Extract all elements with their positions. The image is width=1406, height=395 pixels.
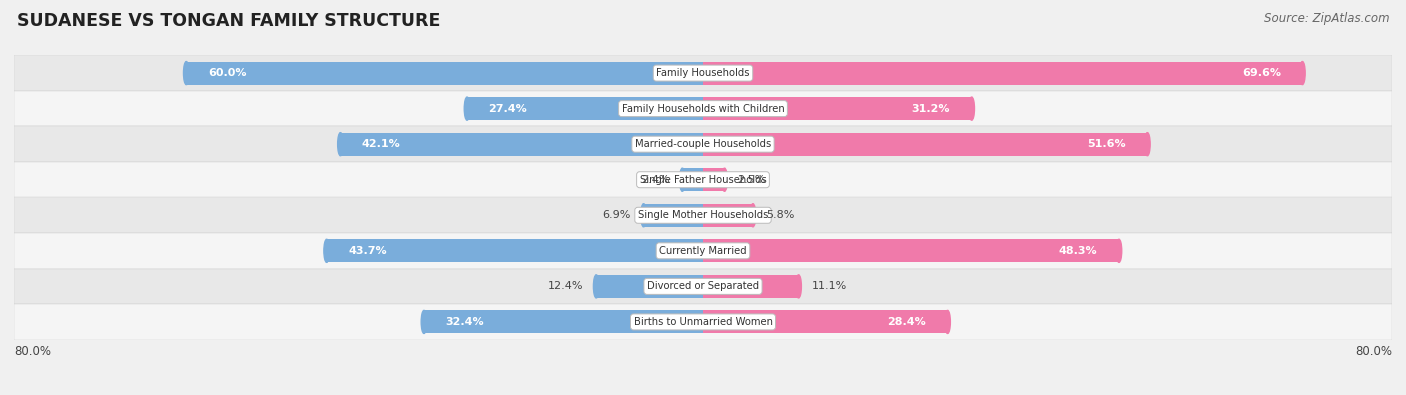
Circle shape <box>945 310 950 333</box>
Circle shape <box>464 97 470 120</box>
Text: 2.4%: 2.4% <box>641 175 669 185</box>
Bar <box>14 162 1392 198</box>
Bar <box>596 275 703 298</box>
Text: 48.3%: 48.3% <box>1059 246 1098 256</box>
Circle shape <box>796 275 801 298</box>
Text: Family Households with Children: Family Households with Children <box>621 103 785 114</box>
Circle shape <box>323 239 329 262</box>
Bar <box>644 204 703 227</box>
Text: 31.2%: 31.2% <box>911 103 950 114</box>
Bar <box>703 204 754 227</box>
Text: SUDANESE VS TONGAN FAMILY STRUCTURE: SUDANESE VS TONGAN FAMILY STRUCTURE <box>17 12 440 30</box>
Bar <box>425 310 703 333</box>
Bar <box>14 126 1392 162</box>
Circle shape <box>337 133 343 156</box>
Text: 80.0%: 80.0% <box>1355 345 1392 358</box>
Circle shape <box>1116 239 1122 262</box>
Text: 69.6%: 69.6% <box>1241 68 1281 78</box>
Text: Divorced or Separated: Divorced or Separated <box>647 281 759 292</box>
Text: Currently Married: Currently Married <box>659 246 747 256</box>
Text: Single Mother Households: Single Mother Households <box>638 210 768 220</box>
Bar <box>14 55 1392 91</box>
Text: 12.4%: 12.4% <box>548 281 583 292</box>
Circle shape <box>679 168 685 191</box>
Bar <box>186 62 703 85</box>
Bar <box>14 233 1392 269</box>
Text: 27.4%: 27.4% <box>488 103 527 114</box>
Bar <box>703 168 724 191</box>
Text: 11.1%: 11.1% <box>811 281 846 292</box>
Text: Source: ZipAtlas.com: Source: ZipAtlas.com <box>1264 12 1389 25</box>
Bar <box>703 97 972 120</box>
Circle shape <box>1144 133 1150 156</box>
Bar <box>14 198 1392 233</box>
Text: 28.4%: 28.4% <box>887 317 927 327</box>
Text: 5.8%: 5.8% <box>766 210 794 220</box>
Bar <box>703 310 948 333</box>
Bar <box>14 269 1392 304</box>
Text: Married-couple Households: Married-couple Households <box>636 139 770 149</box>
Circle shape <box>751 204 756 227</box>
Text: 43.7%: 43.7% <box>349 246 387 256</box>
Bar <box>703 62 1302 85</box>
Text: 80.0%: 80.0% <box>14 345 51 358</box>
Bar <box>703 275 799 298</box>
Circle shape <box>422 310 427 333</box>
Bar <box>340 133 703 156</box>
Text: 32.4%: 32.4% <box>446 317 484 327</box>
Bar <box>14 91 1392 126</box>
Circle shape <box>721 168 727 191</box>
Text: Family Households: Family Households <box>657 68 749 78</box>
Circle shape <box>969 97 974 120</box>
Bar <box>703 239 1119 262</box>
Bar <box>467 97 703 120</box>
Bar <box>14 304 1392 340</box>
Text: Births to Unmarried Women: Births to Unmarried Women <box>634 317 772 327</box>
Bar <box>682 168 703 191</box>
Text: 51.6%: 51.6% <box>1087 139 1126 149</box>
Circle shape <box>641 204 647 227</box>
Text: 2.5%: 2.5% <box>738 175 766 185</box>
Bar <box>703 133 1147 156</box>
Circle shape <box>1299 62 1305 85</box>
Text: 60.0%: 60.0% <box>208 68 246 78</box>
Text: 6.9%: 6.9% <box>602 210 631 220</box>
Text: 42.1%: 42.1% <box>361 139 401 149</box>
Bar <box>326 239 703 262</box>
Circle shape <box>184 62 188 85</box>
Circle shape <box>593 275 599 298</box>
Text: Single Father Households: Single Father Households <box>640 175 766 185</box>
